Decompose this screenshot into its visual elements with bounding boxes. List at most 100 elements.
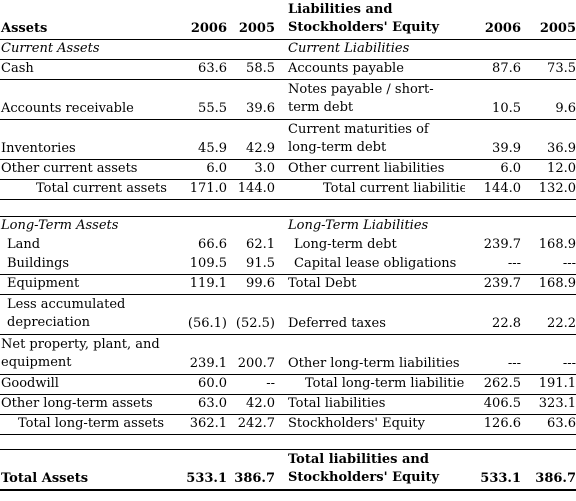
table-row: Goodwill 60.0 -- Total long-term liabili… (0, 374, 576, 395)
table-cell-value: 60.0 (175, 374, 227, 395)
table-cell-value: 200.7 (227, 334, 275, 375)
table-cell-label: Other current assets (0, 159, 175, 180)
table-cell-label: Total long-term liabilities (287, 374, 465, 395)
table-cell-label: Total long-term assets (0, 414, 175, 435)
table-cell-value: 533.1 (175, 449, 227, 491)
table-cell-value: 144.0 (227, 179, 275, 200)
assets-2006-header: 2006 (175, 0, 227, 40)
liab-2005-header: 2005 (521, 0, 576, 40)
table-cell-label: Less accumulated depreciation (0, 294, 175, 335)
table-cell-value: -- (227, 374, 275, 395)
table-cell-value: 39.9 (465, 119, 521, 160)
current-assets-heading: Current Assets (1, 41, 100, 56)
table-cell-value: 39.6 (227, 79, 275, 120)
table-row: Other current assets 6.0 3.0 Other curre… (0, 159, 576, 180)
table-cell-value: 12.0 (521, 159, 576, 180)
table-cell-value: 533.1 (465, 449, 521, 491)
table-cell-value: 45.9 (175, 119, 227, 160)
long-term-assets-heading: Long-Term Assets (1, 218, 119, 233)
table-cell-label: Capital lease obligations (294, 256, 457, 271)
section-current-row: Current Assets Current Liabilities (0, 40, 576, 60)
assets-2005-header: 2005 (227, 0, 275, 40)
table-cell-label: Notes payable / short-term debt (287, 79, 465, 120)
table-cell-value: 22.8 (465, 294, 521, 335)
table-cell-label: Land (7, 237, 41, 252)
table-cell-value: --- (507, 256, 521, 271)
table-cell-label: Total current liabilities (287, 179, 465, 200)
liabilities-header: Liabilities and Stockholders' Equity (287, 0, 465, 40)
table-cell-value: 239.7 (483, 237, 521, 252)
table-cell-label: Buildings (7, 256, 70, 271)
table-row: Less accumulated depreciation (56.1) (52… (0, 294, 576, 335)
table-cell-value: 168.9 (538, 237, 576, 252)
total-current-row: Total current assets 171.0 144.0 Total c… (0, 179, 576, 200)
table-cell-value: --- (562, 256, 576, 271)
table-row: Equipment 119.1 99.6 Total Debt 239.7 16… (0, 274, 576, 295)
table-cell-value: 6.0 (465, 159, 521, 180)
table-cell-label: Cash (0, 59, 175, 80)
table-cell-label: Other long-term assets (0, 394, 175, 415)
table-cell-label: Other current liabilities (287, 159, 465, 180)
grand-total-row: Total Assets 533.1 386.7 Total liabiliti… (0, 449, 576, 491)
table-cell-label: Accounts payable (287, 59, 465, 80)
table-cell-value: 386.7 (521, 449, 576, 491)
table-cell-value: 262.5 (465, 374, 521, 395)
table-cell-value: 239.1 (175, 334, 227, 375)
spacer-row (0, 199, 576, 217)
table-row: Accounts receivable 55.5 39.6 Notes paya… (0, 79, 576, 120)
table-cell-label: Inventories (0, 119, 175, 160)
table-cell-value: 239.7 (465, 274, 521, 295)
table-cell-value: 362.1 (175, 414, 227, 435)
table-row: Net property, plant, and equipment 239.1… (0, 334, 576, 375)
table-cell-value: 386.7 (227, 449, 275, 491)
table-cell-value: 10.5 (465, 79, 521, 120)
table-cell-value: 42.0 (227, 394, 275, 415)
table-cell-value: 132.0 (521, 179, 576, 200)
total-long-row: Total long-term assets 362.1 242.7 Stock… (0, 414, 576, 435)
table-cell-value: 55.5 (175, 79, 227, 120)
table-cell-label: Long-term debt (294, 237, 397, 252)
total-liabilities-equity-label: Total liabilities and Stockholders' Equi… (287, 449, 465, 491)
table-cell-label: Total liabilities (287, 394, 465, 415)
table-cell-value: 3.0 (227, 159, 275, 180)
spacer-row (0, 434, 576, 450)
table-cell-value: 63.6 (521, 414, 576, 435)
table-cell-value: 9.6 (521, 79, 576, 120)
table-cell-value: 58.5 (227, 59, 275, 80)
long-term-liabilities-heading: Long-Term Liabilities (288, 218, 429, 233)
table-cell-value: 22.2 (521, 294, 576, 335)
table-cell-value: 6.0 (175, 159, 227, 180)
table-cell-value: 126.6 (465, 414, 521, 435)
table-cell-label: Total current assets (0, 179, 175, 200)
table-cell-value: 406.5 (465, 394, 521, 415)
table-row: Buildings 109.5 91.5 Capital lease oblig… (0, 255, 576, 275)
table-cell-value: --- (521, 334, 576, 375)
table-row: Land 66.6 62.1 Long-term debt 239.7 168.… (0, 236, 576, 255)
liab-2006-header: 2006 (465, 0, 521, 40)
table-cell-value: 36.9 (521, 119, 576, 160)
table-cell-value: 99.6 (227, 274, 275, 295)
table-cell-label: Net property, plant, and equipment (0, 334, 175, 375)
table-cell-value: --- (465, 334, 521, 375)
table-cell-value: 168.9 (521, 274, 576, 295)
table-cell-label: Current maturities of long-term debt (287, 119, 465, 160)
table-cell-value: 66.6 (198, 237, 227, 252)
table-cell-label: Total Debt (287, 274, 465, 295)
table-row: Cash 63.6 58.5 Accounts payable 87.6 73.… (0, 59, 576, 80)
table-cell-value: 63.6 (175, 59, 227, 80)
table-cell-value: 87.6 (465, 59, 521, 80)
table-cell-value: (52.5) (227, 294, 275, 335)
table-cell-label: Stockholders' Equity (287, 414, 465, 435)
table-cell-value: 171.0 (175, 179, 227, 200)
table-cell-label: Deferred taxes (287, 294, 465, 335)
table-cell-value: 42.9 (227, 119, 275, 160)
table-cell-label: Goodwill (0, 374, 175, 395)
table-cell-label: Accounts receivable (0, 79, 175, 120)
table-cell-value: 91.5 (246, 256, 275, 271)
table-cell-value: 242.7 (227, 414, 275, 435)
table-cell-value: 109.5 (189, 256, 227, 271)
table-cell-value: (56.1) (175, 294, 227, 335)
table-cell-value: 191.1 (521, 374, 576, 395)
table-cell-value: 323.1 (521, 394, 576, 415)
